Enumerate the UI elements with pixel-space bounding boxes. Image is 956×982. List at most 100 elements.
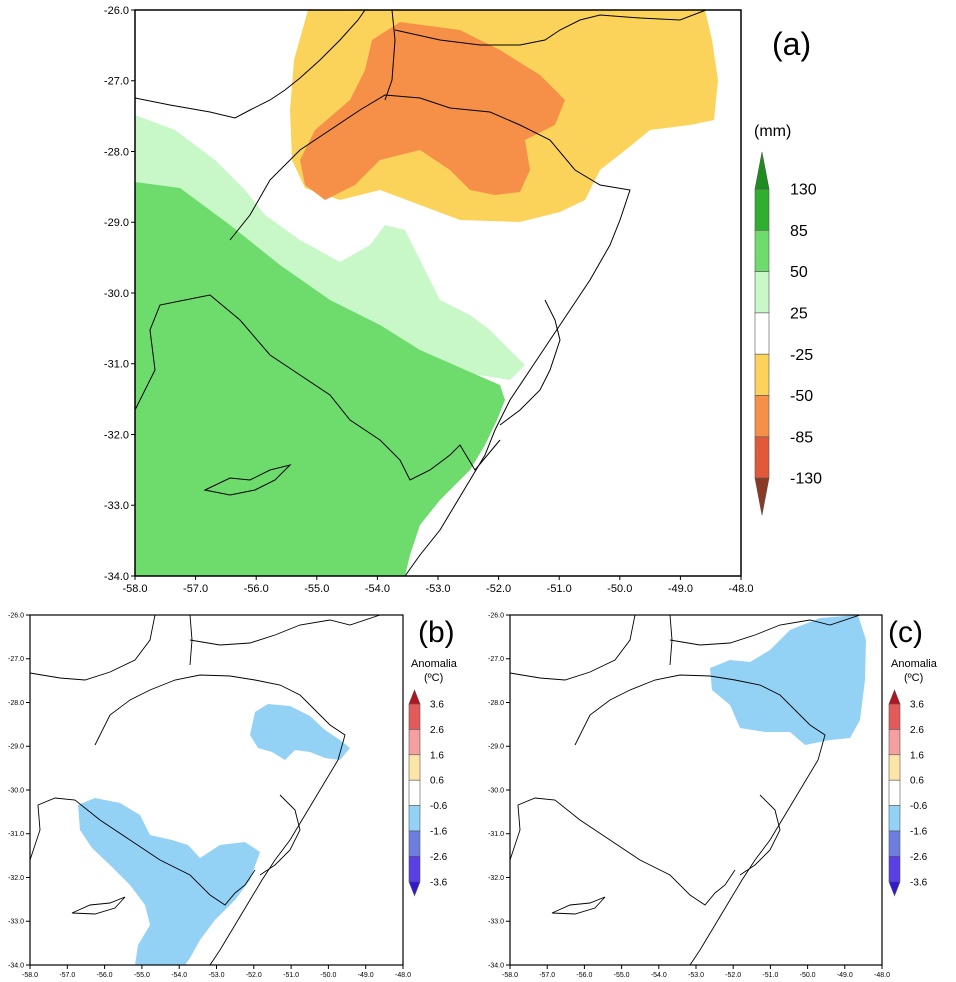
colorbar-triangle-top — [888, 689, 901, 705]
lon-tick-label: -49.0 — [668, 583, 693, 595]
colorbar-swatch — [408, 703, 421, 730]
colorbar-a-title: (mm) — [754, 123, 791, 140]
temp-anomaly-zone-b-north — [250, 704, 350, 760]
colorbar-label: 130 — [790, 182, 817, 199]
axes-a: -26.0 -27.0 -28.0 -29.0 -30.0 -31.0 -32.0 -33.0… — [104, 5, 754, 595]
lat-tick-label: -34.0 — [8, 962, 24, 969]
colorbar-c: 3.6 2.6 1.6 0.6 -0.6 -1.6 -2.6 -3.6 — [888, 689, 928, 897]
colorbar-triangle-top — [754, 151, 770, 190]
lon-tick-label: -53.0 — [209, 972, 225, 979]
lat-tick-label: -33.0 — [488, 919, 504, 926]
lon-tick-label: -48.0 — [395, 972, 411, 979]
map-c-fill — [510, 615, 882, 965]
lat-tick-label: -34.0 — [104, 571, 129, 583]
colorbar-label: 25 — [790, 306, 808, 323]
panel-b: -26.0 -27.0 -28.0 -29.0 -30.0 -31.0 -32.0 -33.0… — [8, 612, 458, 979]
colorbar-a: 130 85 50 25 -25 -50 -85 -130 — [754, 151, 822, 516]
colorbar-swatch — [888, 856, 901, 883]
colorbar-swatch — [888, 779, 901, 806]
colorbar-label: -85 — [790, 429, 813, 446]
borders-c — [510, 615, 861, 965]
colorbar-label: 0.6 — [430, 776, 444, 787]
lon-tick-label: -54.0 — [171, 972, 187, 979]
lon-tick-label: -55.0 — [614, 972, 630, 979]
lat-tick-label: -32.0 — [8, 875, 24, 882]
colorbar-swatch — [754, 436, 770, 479]
panel-c-letter: (c) — [888, 616, 923, 649]
colorbar-swatch — [888, 830, 901, 857]
lon-tick-label: -52.0 — [246, 972, 262, 979]
panel-a-letter: (a) — [772, 26, 811, 62]
temp-anomaly-zone-c — [710, 615, 866, 745]
lon-tick-label: -50.0 — [800, 972, 816, 979]
lon-tick-label: -54.0 — [365, 583, 390, 595]
colorbar-swatch — [408, 779, 421, 806]
axes-c: -26.0 -27.0 -28.0 -29.0 -30.0 -31.0 -32.0 -33.0… — [488, 612, 890, 979]
colorbar-triangle-bottom — [888, 881, 901, 897]
colorbar-swatch — [888, 805, 901, 832]
lat-tick-label: -28.0 — [488, 700, 504, 707]
colorbar-swatch — [408, 805, 421, 832]
lon-tick-label: -51.0 — [283, 972, 299, 979]
colorbar-label: 85 — [790, 223, 808, 240]
temp-anomaly-zone-b-south — [78, 798, 260, 965]
lon-tick-label: -55.0 — [134, 972, 150, 979]
lat-tick-label: -32.0 — [488, 875, 504, 882]
colorbar-label: -130 — [790, 471, 822, 488]
colorbar-triangle-bottom — [408, 881, 421, 897]
colorbar-b-unit: (ºC) — [424, 672, 443, 684]
lat-tick-label: -33.0 — [104, 500, 129, 512]
lon-tick-label: -50.0 — [607, 583, 632, 595]
panel-c: -26.0 -27.0 -28.0 -29.0 -30.0 -31.0 -32.0 -33.0… — [488, 612, 938, 979]
precip-zone-minus50 — [300, 22, 565, 200]
colorbar-label: 50 — [790, 264, 808, 281]
lat-tick-label: -27.0 — [8, 656, 24, 663]
colorbar-swatch — [888, 703, 901, 730]
lon-tick-label: -56.0 — [97, 972, 113, 979]
lon-tick-label: -51.0 — [762, 972, 778, 979]
colorbar-swatch — [408, 754, 421, 781]
panel-b-letter: (b) — [418, 616, 455, 649]
lat-tick-label: -31.0 — [488, 831, 504, 838]
colorbar-label: 1.6 — [910, 750, 924, 761]
colorbar-swatch — [754, 230, 770, 272]
lat-tick-label: -26.0 — [488, 612, 504, 619]
colorbar-label: -3.6 — [430, 877, 448, 888]
colorbar-swatch — [408, 856, 421, 883]
lon-tick-label: -55.0 — [304, 583, 329, 595]
colorbar-label: -3.6 — [910, 877, 928, 888]
lon-tick-label: -57.0 — [539, 972, 555, 979]
colorbar-label: -1.6 — [430, 827, 448, 838]
lon-tick-label: -58.0 — [22, 972, 38, 979]
borders-b — [30, 615, 381, 965]
lat-tick-label: -33.0 — [8, 919, 24, 926]
colorbar-swatch — [408, 729, 421, 756]
colorbar-swatch — [754, 312, 770, 355]
lat-tick-label: -29.0 — [488, 744, 504, 751]
colorbar-label: -2.6 — [430, 852, 448, 863]
precip-zone-plus50 — [135, 182, 505, 576]
lat-tick-label: -26.0 — [104, 5, 129, 17]
colorbar-label: 2.6 — [430, 725, 444, 736]
lat-tick-label: -28.0 — [8, 700, 24, 707]
colorbar-label: 2.6 — [910, 725, 924, 736]
colorbar-triangle-bottom — [754, 477, 770, 516]
colorbar-label: -25 — [790, 347, 813, 364]
lat-tick-label: -29.0 — [104, 217, 129, 229]
map-b-fill — [30, 615, 403, 965]
lon-tick-label: -53.0 — [688, 972, 704, 979]
lat-tick-label: -28.0 — [104, 146, 129, 158]
lat-tick-label: -27.0 — [104, 76, 129, 88]
lon-tick-label: -49.0 — [837, 972, 853, 979]
lat-tick-label: -30.0 — [104, 288, 129, 300]
lat-tick-label: -30.0 — [8, 787, 24, 794]
map-a-fill — [135, 10, 741, 576]
lat-tick-label: -31.0 — [8, 831, 24, 838]
colorbar-c-unit: (ºC) — [904, 672, 923, 684]
colorbar-b: 3.6 2.6 1.6 0.6 -0.6 -1.6 -2.6 -3.6 — [408, 689, 448, 897]
colorbar-label: 1.6 — [430, 750, 444, 761]
lon-tick-label: -52.0 — [725, 972, 741, 979]
lat-tick-label: -27.0 — [488, 656, 504, 663]
colorbar-label: -0.6 — [430, 801, 448, 812]
